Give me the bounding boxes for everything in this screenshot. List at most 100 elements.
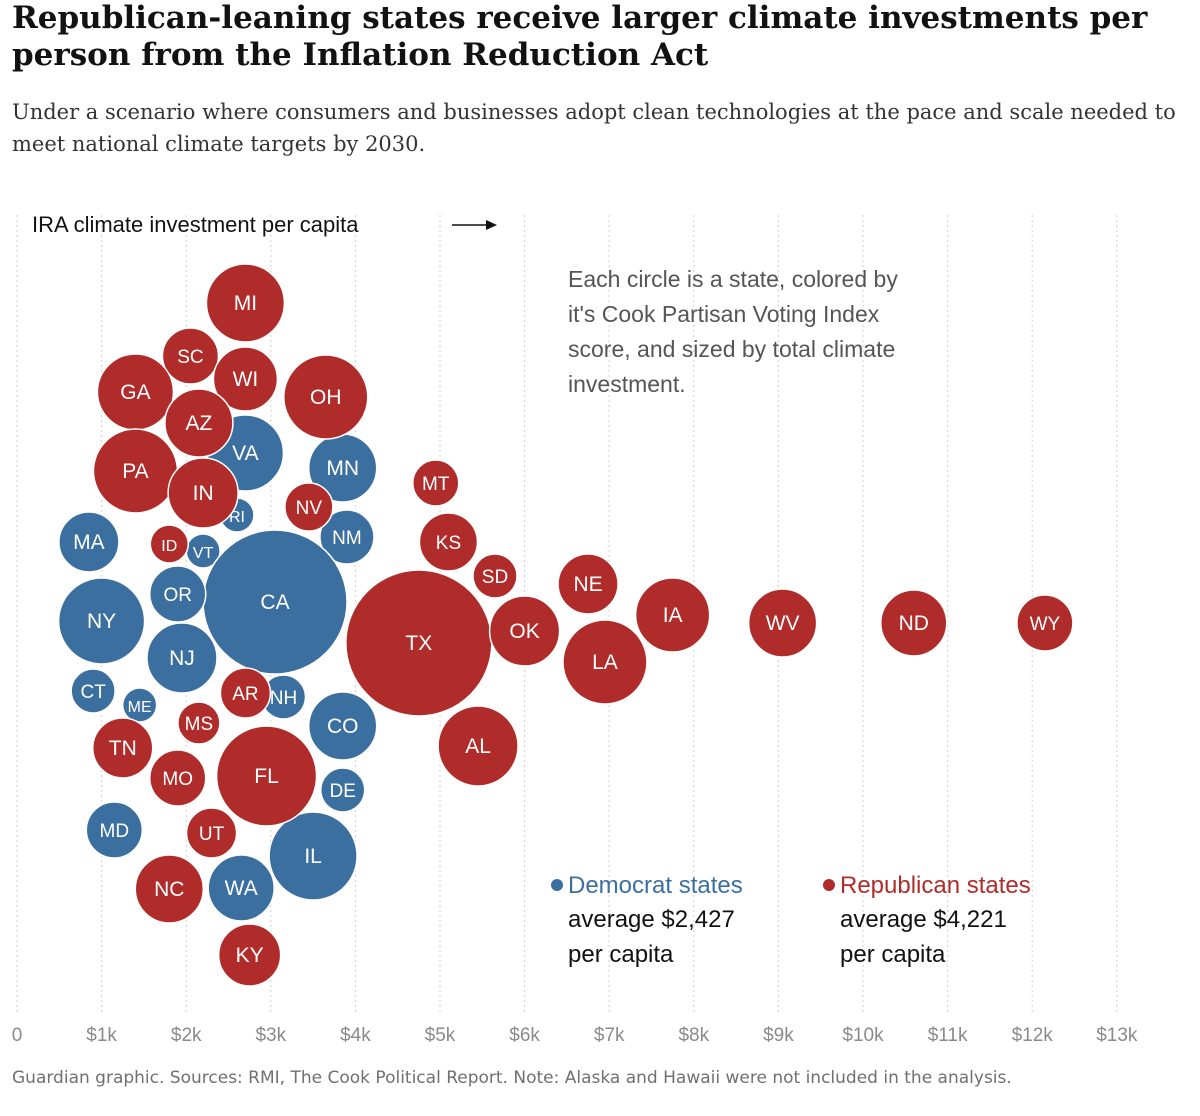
bubble-label: ME <box>128 699 152 716</box>
bubble-label: NY <box>87 610 116 633</box>
x-tick-label-5: $5k <box>425 1025 456 1046</box>
bubble-circle <box>205 263 286 343</box>
bubble-label: IN <box>193 482 214 505</box>
bubble-label: ND <box>899 612 929 635</box>
bubble-circle <box>58 511 120 573</box>
bubble-ms: MS <box>177 701 221 745</box>
legend-item-republican: Republican states average $4,221 per capit… <box>823 872 1031 968</box>
bubble-label: WA <box>225 877 258 900</box>
legend-dot <box>551 879 563 891</box>
legend-unit: per capita <box>840 941 946 968</box>
bubble-label: TN <box>109 737 137 760</box>
legend-dot <box>823 879 835 891</box>
bubble-label: TX <box>405 632 432 655</box>
annotation-line-2: score, and sized by total climate <box>568 336 895 362</box>
bubble-wv: WV <box>747 588 818 658</box>
bubble-label: KY <box>236 944 264 967</box>
bubble-label: SC <box>177 347 203 368</box>
x-tick-label-0: 0 <box>12 1025 23 1046</box>
bubble-nj: NJ <box>146 622 218 694</box>
bubbles: VA MN RI NM MA VT CA OR NY NJ CT ME NH CO DE MD IL WA MI SC… <box>57 263 1074 987</box>
bubble-label: KS <box>436 533 461 554</box>
bubble-ky: KY <box>217 923 282 987</box>
bubble-label: IA <box>663 604 683 627</box>
bubble-wy: WY <box>1016 594 1074 652</box>
bubble-circle <box>70 668 116 714</box>
bubble-tx: TX <box>345 569 493 717</box>
bubble-in: IN <box>167 457 239 529</box>
bubble-wi: WI <box>212 346 279 412</box>
x-tick-label-6: $6k <box>509 1025 540 1046</box>
bubble-label: LA <box>592 651 618 674</box>
bubble-label: AR <box>232 684 258 705</box>
bubble-label: NE <box>573 573 602 596</box>
bubble-circle <box>283 354 369 440</box>
bubble-label: WV <box>766 612 800 635</box>
bubble-label: AL <box>465 735 491 758</box>
bubble-ny: NY <box>57 577 146 665</box>
bubble-label: MN <box>326 457 359 480</box>
bubble-sc: SC <box>161 327 220 385</box>
x-tick-label-10: $10k <box>842 1025 884 1046</box>
bubble-ca: CA <box>202 529 348 675</box>
bubble-circle <box>148 749 207 807</box>
bubble-mi: MI <box>205 263 286 343</box>
bubble-mo: MO <box>148 749 207 807</box>
bubble-mn: MN <box>307 433 378 503</box>
bubble-circle <box>149 524 190 564</box>
annotation-line-1: it's Cook Partisan Voting Index <box>568 301 880 327</box>
bubble-label: DE <box>330 781 356 802</box>
bubble-circle <box>148 565 207 623</box>
bubble-circle <box>207 854 275 922</box>
bubble-circle <box>161 327 220 385</box>
bubble-label: IL <box>304 845 322 868</box>
bubble-circle <box>284 482 334 532</box>
bubble-circle <box>219 667 272 719</box>
bubble-circle <box>307 691 378 761</box>
x-axis-arrow-icon <box>452 220 497 230</box>
bubble-circle <box>319 509 375 565</box>
legend-average: average $2,427 <box>568 906 735 933</box>
bubble-label: NC <box>154 878 184 901</box>
annotation-line-0: Each circle is a state, colored by <box>568 266 898 292</box>
bubble-me: ME <box>121 687 158 723</box>
bubble-ct: CT <box>70 668 116 714</box>
bubble-label: CT <box>80 682 106 703</box>
bubble-circle <box>185 807 238 859</box>
bubble-circle <box>562 619 648 705</box>
bubble-circle <box>412 459 460 507</box>
bubble-ia: IA <box>634 577 711 653</box>
chart-annotation: Each circle is a state, colored by it's C… <box>568 266 898 397</box>
bubble-label: MT <box>422 474 450 495</box>
bubble-circle <box>1016 594 1074 652</box>
bubble-or: OR <box>148 565 207 623</box>
bubble-label: MD <box>100 821 130 842</box>
bubble-circle <box>437 705 519 787</box>
bubble-sd: SD <box>472 553 518 599</box>
bubble-ok: OK <box>488 595 561 667</box>
bubble-circle <box>747 588 818 658</box>
bubble-chart: IRA climate investment per capita Each c… <box>12 212 1138 1046</box>
bubble-circle <box>164 388 234 458</box>
bubble-circle <box>268 811 358 901</box>
bubble-tn: TN <box>92 717 154 779</box>
bubble-label: UT <box>199 824 225 845</box>
bubble-label: CA <box>260 591 289 614</box>
bubble-circle <box>215 725 318 827</box>
bubble-label: CO <box>327 715 359 738</box>
bubble-label: OK <box>509 620 539 643</box>
source-note: Guardian graphic. Sources: RMI, The Cook… <box>12 1068 1012 1088</box>
x-tick-label-4: $4k <box>340 1025 371 1046</box>
bubble-nv: NV <box>284 482 334 532</box>
bubble-label: MA <box>73 531 105 554</box>
bubble-circle <box>217 923 282 987</box>
bubble-de: DE <box>319 767 366 813</box>
bubble-label: NM <box>332 528 362 549</box>
bubble-label: MO <box>162 769 193 790</box>
bubble-label: VT <box>193 545 214 562</box>
legend-average: average $4,221 <box>840 906 1007 933</box>
x-tick-label-9: $9k <box>763 1025 794 1046</box>
x-tick-label-3: $3k <box>255 1025 286 1046</box>
bubble-ma: MA <box>58 511 120 573</box>
